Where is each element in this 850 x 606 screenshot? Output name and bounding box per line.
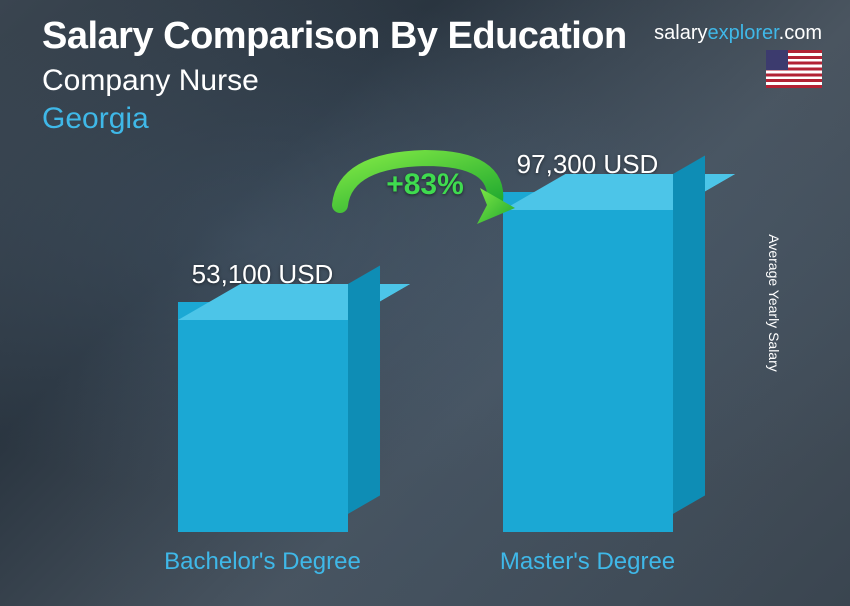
brand-logo: salaryexplorer.com: [654, 22, 822, 45]
bar-group-bachelors: 53,100 USD Bachelor's Degree: [133, 259, 393, 576]
bar-bachelors: [178, 302, 348, 532]
bar-label-bachelors: Bachelor's Degree: [164, 548, 361, 576]
bar-side-face: [673, 156, 705, 514]
bar-label-masters: Master's Degree: [500, 548, 675, 576]
brand-part2: explorer: [708, 22, 779, 44]
increase-arrow: +83%: [315, 150, 535, 240]
brand-part3: .com: [779, 22, 822, 44]
brand-part1: salary: [654, 22, 707, 44]
percent-increase: +83%: [386, 168, 464, 202]
subtitle-location: Georgia: [42, 102, 830, 136]
subtitle-job: Company Nurse: [42, 64, 830, 98]
bar-side-face: [348, 266, 380, 514]
y-axis-label: Average Yearly Salary: [765, 234, 781, 372]
bar-masters: [503, 192, 673, 532]
usa-flag-icon: [766, 50, 822, 88]
